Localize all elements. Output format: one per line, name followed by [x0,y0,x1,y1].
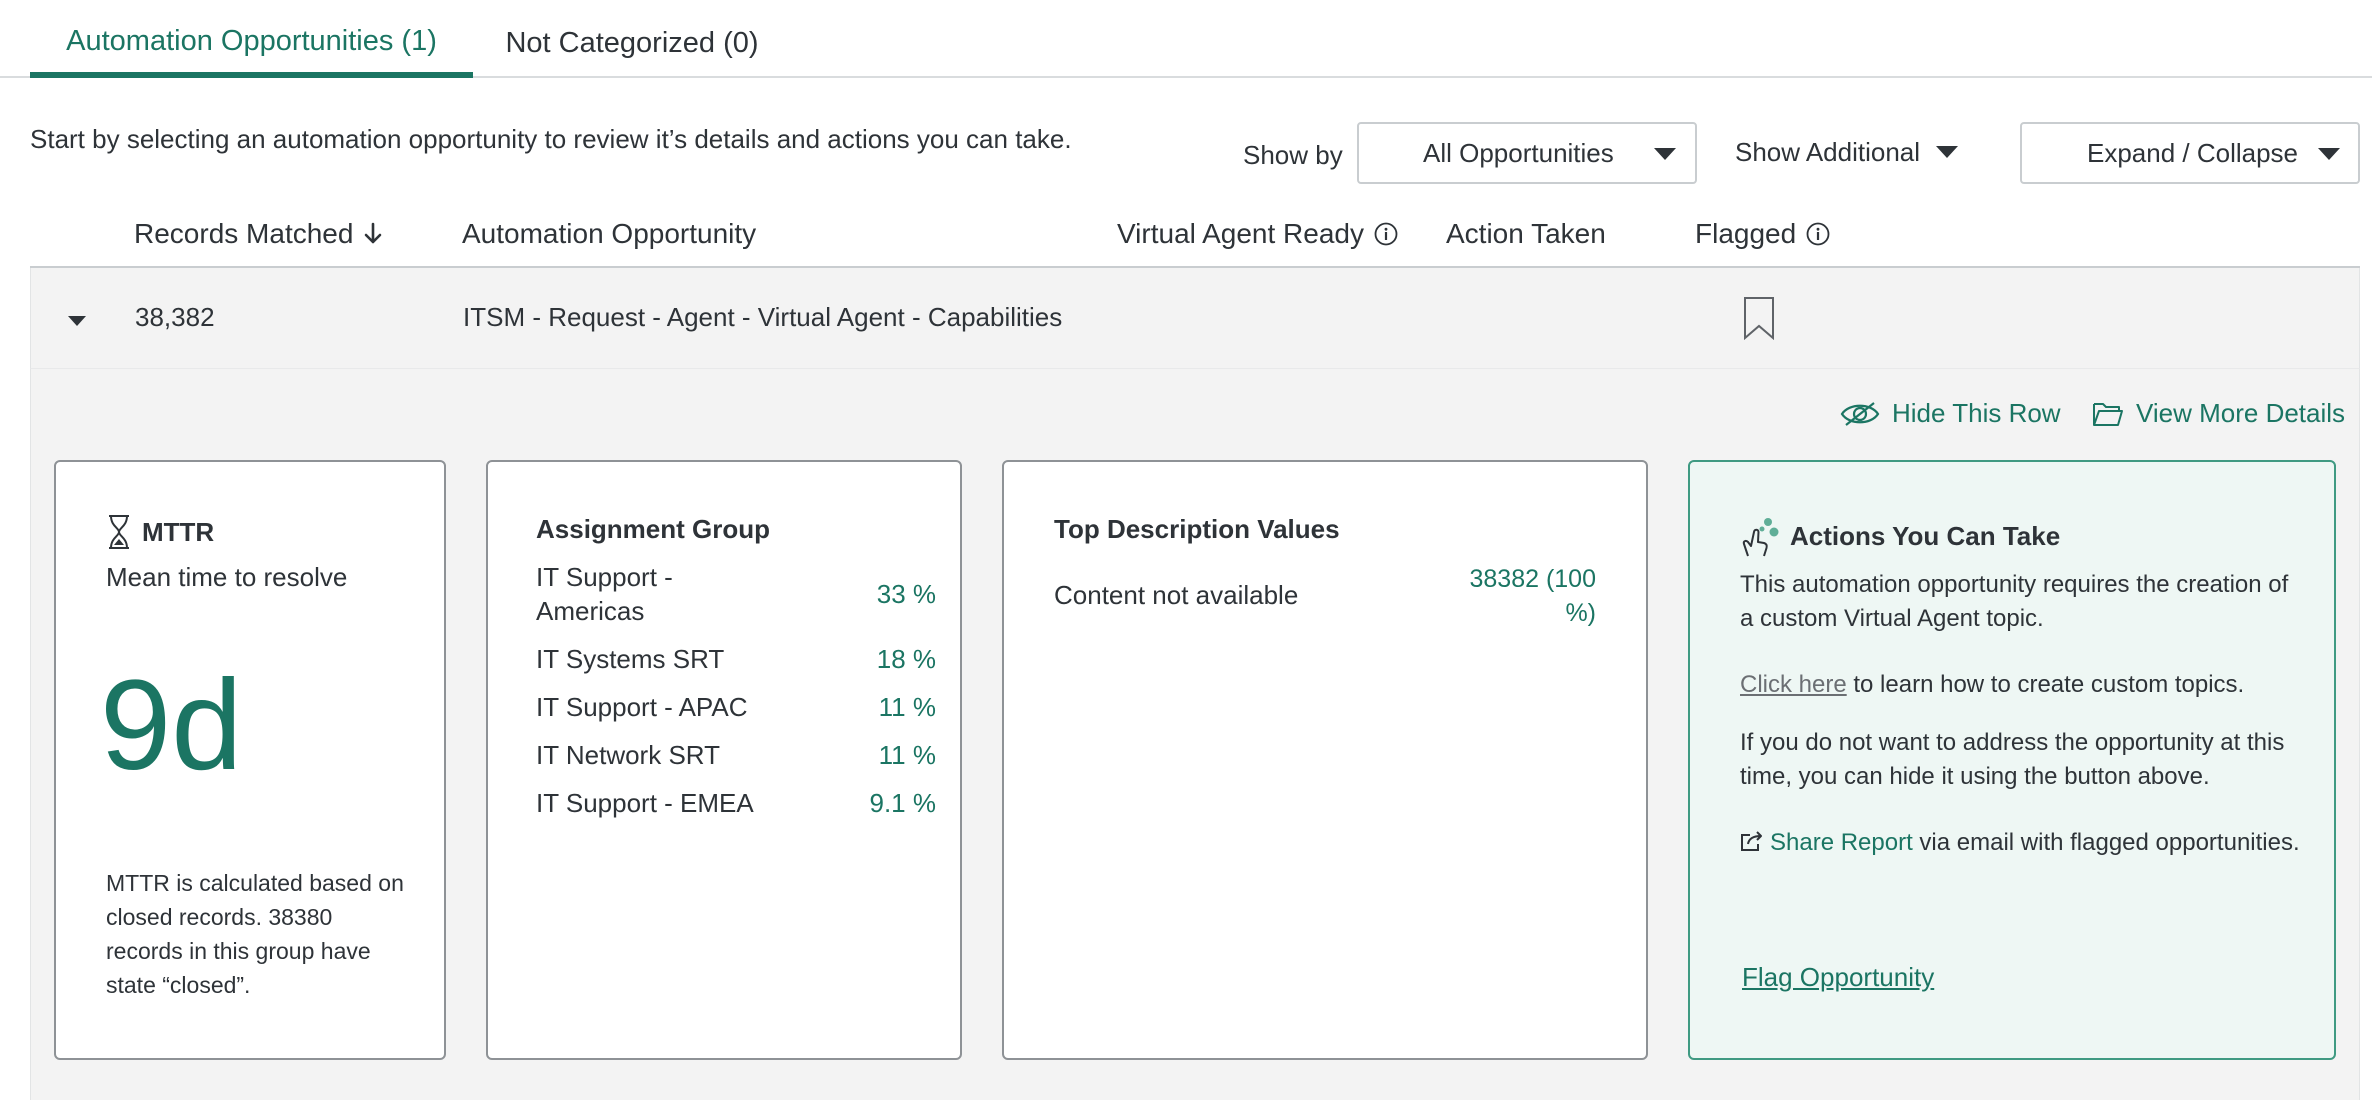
show-by-label: Show by [1243,140,1343,170]
automation-opportunity-value: ITSM - Request - Agent - Virtual Agent -… [463,302,1063,332]
table-row[interactable]: 38,382 ITSM - Request - Agent - Virtual … [30,268,2360,368]
group-name: IT Support - EMEA [536,788,754,818]
mttr-title-text: MTTR [142,516,215,547]
top-description-card: Top Description Values Content not avail… [1002,460,1648,1060]
actions-title-text: Actions You Can Take [1790,520,2061,551]
tab-bar: Automation Opportunities (1) Not Categor… [0,0,2372,78]
group-name: IT Support - APAC [536,692,748,722]
sort-descending-icon [365,222,382,244]
group-percent: 11 % [878,692,936,722]
actions-card: Actions You Can Take This automation opp… [1688,460,2336,1060]
chevron-down-icon [1654,148,1676,160]
view-more-details-label: View More Details [2136,398,2346,428]
show-additional-dropdown[interactable]: Show Additional [1735,132,1959,172]
assignment-group-card: Assignment Group IT Support - Americas 3… [486,460,962,1060]
mttr-value: 9d [100,654,243,797]
column-records-matched[interactable]: Records Matched [134,218,385,250]
top-description-label: Content not available [1054,580,1299,610]
mttr-note: MTTR is calculated based on closed recor… [106,870,404,998]
column-virtual-agent-ready-label: Virtual Agent Ready [1117,218,1364,249]
column-flagged[interactable]: Flagged [1695,218,1830,250]
expand-collapse-label: Expand / Collapse [2087,137,2299,168]
group-percent: 18 % [876,644,936,674]
folder-open-icon [2093,402,2123,426]
actions-share-line: Share Report via email with flagged oppo… [1740,826,2300,860]
show-additional-label: Show Additional [1735,136,1921,167]
flag-opportunity-link[interactable]: Flag Opportunity [1742,962,1935,992]
view-more-details-button[interactable]: View More Details [2092,398,2345,429]
column-records-matched-label: Records Matched [134,218,354,249]
group-name: IT Network SRT [536,740,720,770]
assignment-group-list: IT Support - Americas 33 % IT Systems SR… [536,560,936,834]
actions-intro: This automation opportunity requires the… [1740,571,2289,632]
mttr-title: MTTR [106,514,214,550]
show-by-value: All Opportunities [1423,137,1614,168]
top-description-title: Top Description Values [1054,514,1340,544]
list-item: IT Systems SRT 18 % [536,642,936,676]
click-here-link[interactable]: Click here [1740,671,1847,698]
tab-not-categorized[interactable]: Not Categorized (0) [505,26,759,59]
hide-row-button[interactable]: Hide This Row [1840,398,2061,429]
top-description-value: 38382 (100 %) [1469,565,1596,627]
group-percent: 33 % [876,579,936,609]
column-virtual-agent-ready[interactable]: Virtual Agent Ready [1117,218,1398,250]
group-name: IT Systems SRT [536,644,725,674]
tab-automation-opportunities[interactable]: Automation Opportunities (1) [30,10,473,78]
show-by-select[interactable]: All Opportunities [1357,122,1697,184]
share-report-suffix: via email with flagged opportunities. [1912,829,2300,856]
list-item: IT Support - APAC 11 % [536,690,936,724]
list-item: IT Network SRT 11 % [536,738,936,772]
assignment-group-title: Assignment Group [536,514,771,544]
column-flagged-label: Flagged [1695,218,1797,249]
column-action-taken[interactable]: Action Taken [1446,218,1606,249]
actions-learn-line: Click here to learn how to create custom… [1740,668,2300,702]
column-automation-opportunity[interactable]: Automation Opportunity [462,218,757,249]
eye-hidden-icon [1840,401,1880,426]
info-icon[interactable] [1806,222,1830,246]
share-report-link[interactable]: Share Report [1770,829,1913,856]
mttr-card: MTTR Mean time to resolve 9d MTTR is cal… [54,460,446,1060]
group-percent: 9.1 % [869,788,937,818]
list-item: IT Support - Americas 33 % [536,560,936,628]
list-item: IT Support - EMEA 9.1 % [536,786,936,820]
actions-hide-note: If you do not want to address the opport… [1740,729,2285,790]
info-icon[interactable] [1374,222,1398,246]
expand-collapse-select[interactable]: Expand / Collapse [2020,122,2360,184]
hide-row-label: Hide This Row [1892,398,2061,428]
collapse-caret-icon[interactable] [68,316,86,326]
group-name: IT Support - Americas [536,562,673,626]
click-here-suffix: to learn how to create custom topics. [1846,671,2245,698]
records-matched-value: 38,382 [135,302,215,332]
group-percent: 11 % [878,740,936,770]
share-icon [1741,831,1762,851]
chevron-down-icon [2318,148,2340,160]
actions-title: Actions You Can Take [1740,514,2060,558]
mttr-subtitle: Mean time to resolve [106,562,348,592]
touch-gesture-icon [1742,518,1779,557]
chevron-down-icon [1936,146,1959,158]
intro-text: Start by selecting an automation opportu… [30,124,1072,154]
bookmark-icon[interactable] [1743,296,1775,340]
hourglass-icon [109,515,129,549]
table-header: Records Matched Automation Opportunity V… [30,206,2360,268]
